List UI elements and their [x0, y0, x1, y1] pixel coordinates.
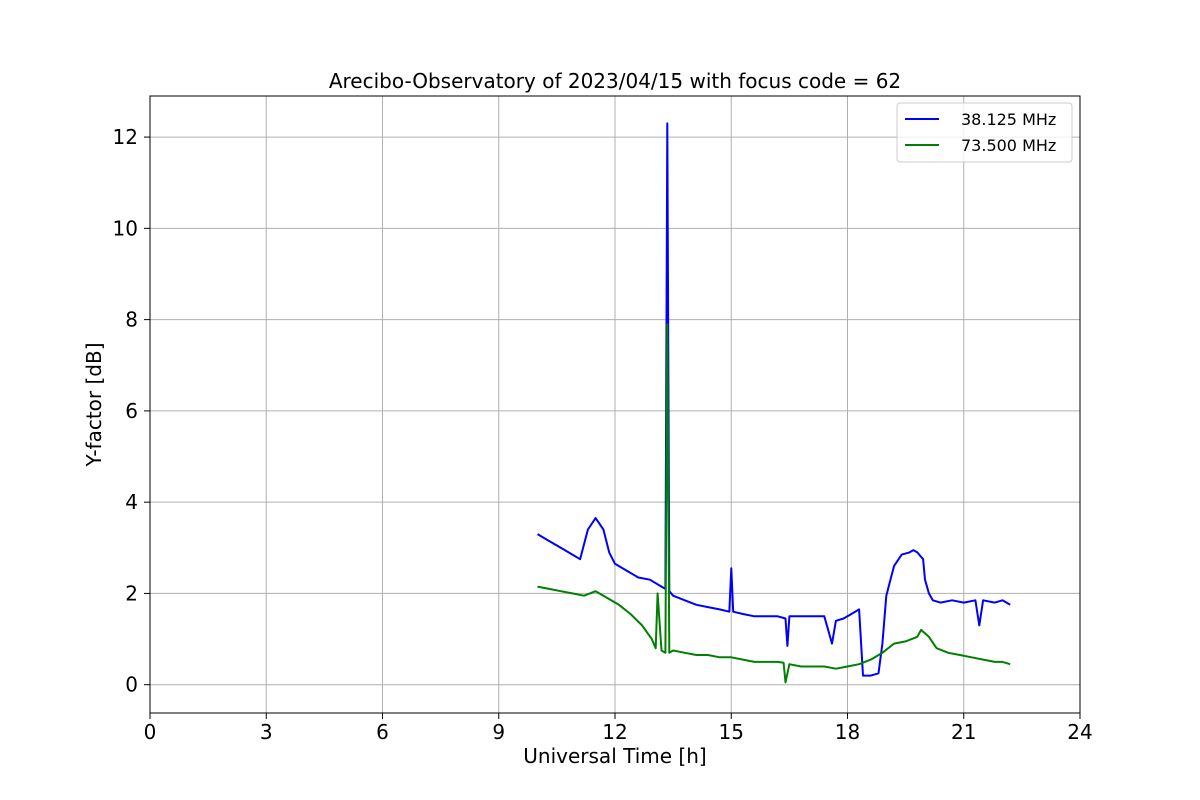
- y-tick-label: 2: [125, 581, 138, 605]
- chart-title: Arecibo-Observatory of 2023/04/15 with f…: [329, 69, 901, 93]
- x-tick-label: 12: [602, 720, 627, 744]
- legend-label: 38.125 MHz: [961, 110, 1056, 129]
- y-tick-label: 10: [113, 216, 138, 240]
- legend: 38.125 MHz 73.500 MHz: [896, 102, 1073, 163]
- x-tick-label: 9: [492, 720, 505, 744]
- legend-box: [896, 102, 1073, 163]
- x-tick-label: 24: [1067, 720, 1092, 744]
- x-tick-label: 21: [951, 720, 976, 744]
- x-tick-label: 6: [376, 720, 389, 744]
- series-line-1: [536, 122, 1011, 677]
- series-line-2: [537, 323, 1011, 684]
- x-tick-label: 18: [835, 720, 860, 744]
- x-tick-label: 0: [144, 720, 157, 744]
- y-tick-label: 4: [125, 490, 138, 514]
- y-tick-label: 8: [125, 308, 138, 332]
- x-axis-label: Universal Time [h]: [523, 744, 706, 768]
- y-tick-label: 0: [125, 673, 138, 697]
- legend-label: 73.500 MHz: [961, 136, 1056, 155]
- x-tick-label: 3: [260, 720, 273, 744]
- y-tick-label: 6: [125, 399, 138, 423]
- y-tick-label: 12: [113, 125, 138, 149]
- x-tick-label: 15: [719, 720, 744, 744]
- y-axis-label: Y-factor [dB]: [82, 342, 106, 467]
- series-layer: [536, 122, 1011, 684]
